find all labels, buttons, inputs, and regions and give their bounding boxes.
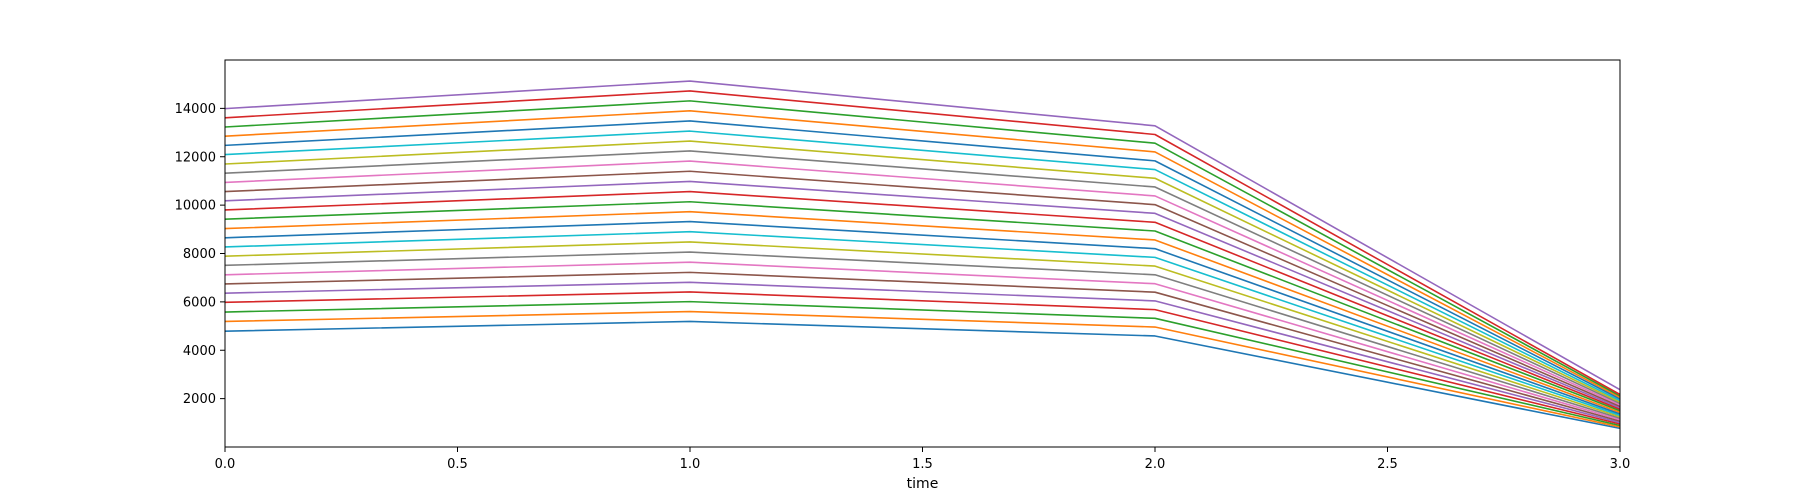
series-line-1 — [224, 320, 1621, 430]
series-line-21 — [224, 120, 1621, 400]
y-tick-label: 8000 — [183, 247, 216, 262]
series-line-25 — [224, 80, 1621, 391]
y-tick-label: 12000 — [175, 150, 216, 165]
series-line-22 — [224, 109, 1621, 399]
x-tick-label: 1.5 — [912, 457, 933, 472]
x-tick-label: 0.0 — [215, 457, 236, 472]
y-tick-label: 4000 — [183, 344, 216, 359]
series-line-17 — [224, 160, 1621, 406]
x-tick-label: 3.0 — [1610, 457, 1631, 472]
x-tick-label: 0.5 — [447, 457, 468, 472]
series-line-20 — [224, 130, 1621, 402]
x-axis: 0.0 0.5 1.0 1.5 2.0 2.5 3.0 — [215, 447, 1631, 472]
series-line-14 — [224, 190, 1621, 411]
x-axis-label: time — [907, 476, 939, 492]
series-line-19 — [224, 140, 1621, 403]
series-line-9 — [224, 241, 1621, 418]
series-line-6 — [224, 271, 1621, 422]
series-line-23 — [224, 100, 1621, 397]
y-tick-label: 10000 — [175, 199, 216, 214]
x-tick-label: 2.0 — [1145, 457, 1166, 472]
y-tick-label: 2000 — [183, 392, 216, 407]
x-tick-label: 2.5 — [1377, 457, 1398, 472]
x-tick-label: 1.0 — [680, 457, 701, 472]
series-line-16 — [224, 170, 1621, 408]
series-line-5 — [224, 281, 1621, 424]
series-line-24 — [224, 90, 1621, 396]
y-axis: 2000 4000 6000 8000 10000 12000 14000 — [175, 102, 225, 407]
series-line-7 — [224, 261, 1621, 421]
series-line-10 — [224, 230, 1621, 417]
y-tick-label: 6000 — [183, 295, 216, 310]
series-line-13 — [224, 200, 1621, 412]
y-tick-label: 14000 — [175, 102, 216, 117]
series-line-11 — [224, 220, 1621, 415]
series-line-4 — [224, 291, 1621, 425]
series-line-15 — [224, 180, 1621, 409]
series-line-8 — [224, 251, 1621, 419]
series-layer — [224, 80, 1621, 430]
series-line-2 — [224, 310, 1621, 428]
series-line-18 — [224, 150, 1621, 405]
series-line-3 — [224, 300, 1621, 427]
series-line-12 — [224, 210, 1621, 414]
